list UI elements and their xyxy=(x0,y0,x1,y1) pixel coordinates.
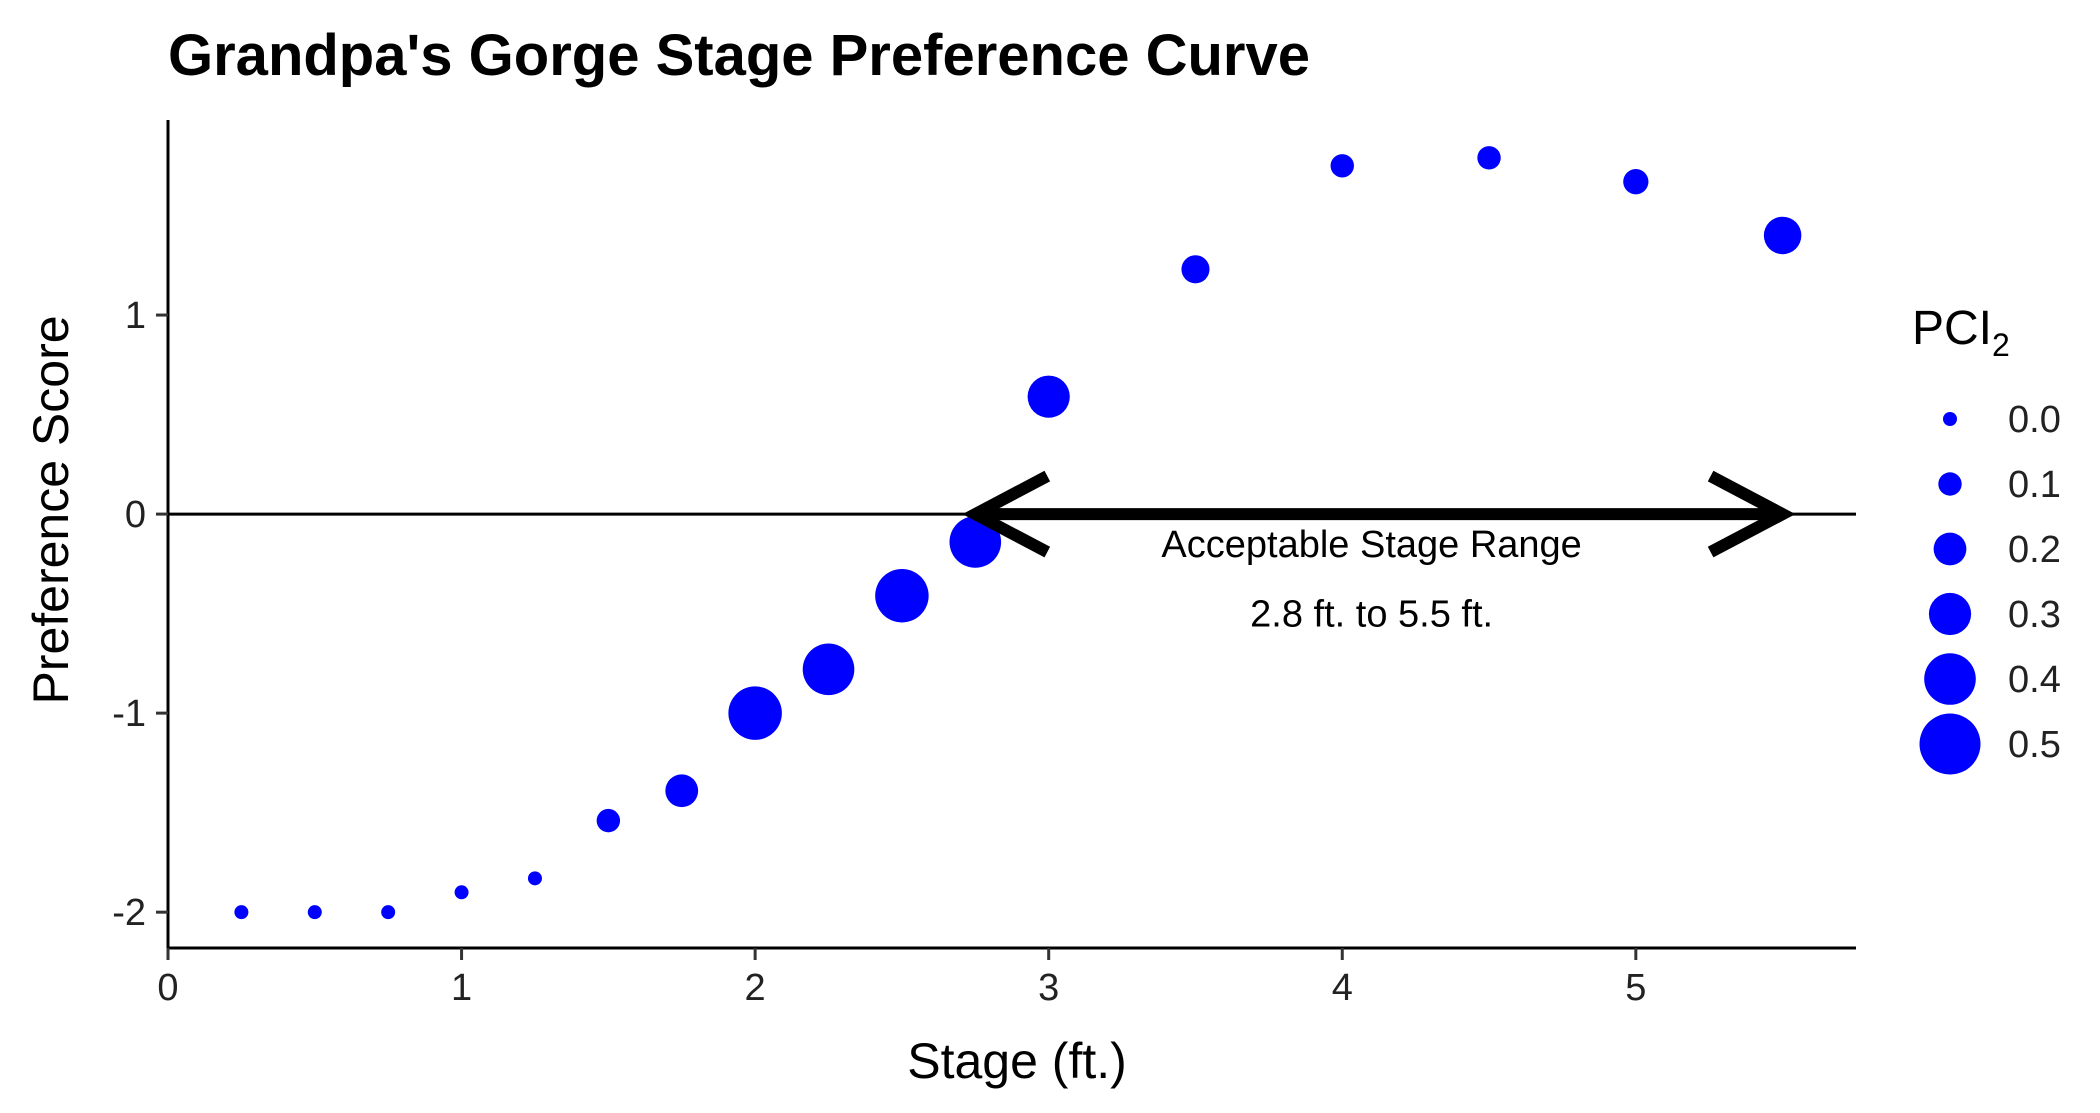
legend-key-point xyxy=(1924,653,1976,705)
annotation-arrowhead-left xyxy=(962,470,1051,558)
data-point xyxy=(1623,169,1649,195)
x-tick-label: 3 xyxy=(1038,967,1059,1009)
legend-title-subscript: 2 xyxy=(1992,327,2010,363)
x-tick-label: 0 xyxy=(157,967,178,1009)
data-point xyxy=(1477,146,1501,170)
legend-key-point xyxy=(1933,532,1967,566)
x-axis-title: Stage (ft.) xyxy=(907,1033,1127,1089)
data-point xyxy=(875,568,929,623)
data-point xyxy=(949,516,1002,568)
size-legend: PCI2 0.0 0.1 0.2 0.3 0.4 0.5 xyxy=(1912,302,2061,775)
data-point xyxy=(596,808,621,833)
data-point xyxy=(1181,255,1210,284)
legend-key-point xyxy=(1919,713,1981,775)
data-point xyxy=(1027,375,1070,418)
annotation-label-line2: 2.8 ft. to 5.5 ft. xyxy=(1250,594,1493,636)
legend-key-label: 0.0 xyxy=(2008,399,2061,441)
x-tick-label: 5 xyxy=(1625,967,1646,1009)
y-axis-title-group: Preference Score xyxy=(23,315,79,704)
legend-title-main: PCI xyxy=(1912,302,1992,355)
legend-key-point xyxy=(1938,472,1962,496)
annotation-label-line1: Acceptable Stage Range xyxy=(1161,524,1581,566)
legend-key-label: 0.5 xyxy=(2008,724,2061,766)
data-point xyxy=(234,905,249,920)
x-tick-label: 1 xyxy=(451,967,472,1009)
axes: 0 1 2 3 4 5 -2 -1 0 1 xyxy=(112,120,1856,1009)
data-points xyxy=(234,146,1802,920)
data-point xyxy=(454,885,469,900)
data-point xyxy=(307,905,322,920)
legend-items: 0.0 0.1 0.2 0.3 0.4 0.5 xyxy=(1919,399,2061,775)
y-tick-label: -2 xyxy=(112,892,146,934)
data-point xyxy=(527,871,542,886)
legend-key-label: 0.2 xyxy=(2008,529,2061,571)
legend-key-label: 0.4 xyxy=(2008,659,2061,701)
legend-title: PCI2 xyxy=(1912,302,2010,363)
annotation-arrowhead-right xyxy=(1707,470,1796,558)
y-tick-label: 1 xyxy=(125,295,146,337)
legend-key-point xyxy=(1943,412,1957,426)
x-tick-label: 4 xyxy=(1332,967,1353,1009)
chart-title: Grandpa's Gorge Stage Preference Curve xyxy=(168,23,1310,88)
legend-key-point xyxy=(1928,592,1972,636)
y-tick-label: 0 xyxy=(125,494,146,536)
y-tick-label: -1 xyxy=(112,693,146,735)
data-point xyxy=(802,643,855,696)
data-point xyxy=(381,905,396,920)
data-point xyxy=(1763,216,1802,255)
legend-key-label: 0.1 xyxy=(2008,464,2061,506)
legend-key-label: 0.3 xyxy=(2008,594,2061,636)
data-point xyxy=(665,774,699,808)
y-axis-title: Preference Score xyxy=(23,315,79,704)
data-point xyxy=(728,686,782,740)
x-tick-label: 2 xyxy=(745,967,766,1009)
data-point xyxy=(1330,154,1354,178)
annotation: Acceptable Stage Range 2.8 ft. to 5.5 ft. xyxy=(962,470,1796,636)
